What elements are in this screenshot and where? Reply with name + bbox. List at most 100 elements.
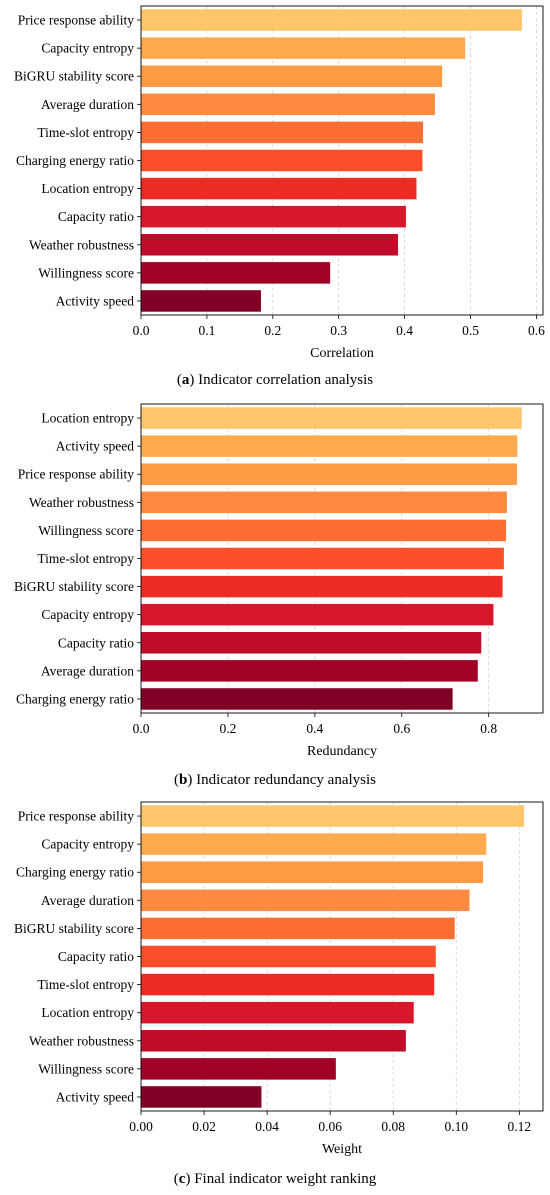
category-label: Time-slot entropy: [37, 977, 134, 992]
caption-text: Indicator correlation analysis: [198, 372, 374, 388]
caption-letter: a: [181, 372, 190, 388]
caption-weight: (c) Final indicator weight ranking: [173, 1171, 377, 1187]
caption-text: Final indicator weight ranking: [194, 1171, 377, 1187]
category-label: Location entropy: [41, 181, 134, 196]
x-tick-label: 0.4: [396, 323, 413, 338]
category-label: BiGRU stability score: [14, 579, 134, 594]
bar-time-slot-entropy: [141, 121, 424, 144]
bar-weather-robustness: [141, 1030, 406, 1052]
bar-capacity-entropy: [141, 603, 494, 626]
x-tick-label: 0.2: [264, 323, 281, 338]
bar-price-response-ability: [141, 463, 517, 485]
x-tick-label: 0.2: [219, 721, 236, 736]
x-tick-label: 0.0: [133, 323, 150, 338]
category-label: Weather robustness: [29, 237, 134, 252]
category-label: Capacity ratio: [58, 949, 134, 964]
bar-location-entropy: [141, 177, 417, 200]
category-label: Activity speed: [56, 1089, 135, 1104]
redundancy-chart: Location entropy Activity speed Price resp…: [14, 403, 544, 759]
bar-willingness-score: [141, 519, 507, 542]
caption-letter: c: [178, 1171, 186, 1187]
category-label: Capacity entropy: [41, 837, 134, 852]
x-tick-label: 0.1: [198, 323, 215, 338]
category-label: Average duration: [41, 97, 134, 112]
category-label: Capacity entropy: [41, 607, 134, 622]
bar-capacity-entropy: [141, 833, 487, 855]
bar-bigru-stability-score: [141, 917, 455, 940]
category-label: Price response ability: [18, 467, 134, 482]
bar-willingness-score: [141, 1058, 336, 1080]
bar-bigru-stability-score: [141, 575, 503, 598]
bar-capacity-ratio: [141, 632, 482, 654]
category-label: Average duration: [41, 663, 134, 678]
plot-frame: [140, 403, 544, 714]
caption-text: Indicator redundancy analysis: [196, 772, 377, 788]
x-tick-label: 0.6: [528, 323, 545, 338]
caption-correlation: (a) Indicator correlation analysis: [176, 372, 374, 388]
category-label: Time-slot entropy: [37, 551, 134, 566]
bar-average-duration: [141, 93, 435, 116]
category-label: Price response ability: [18, 13, 134, 28]
x-tick-label: 0.10: [444, 1119, 468, 1134]
bar-time-slot-entropy: [141, 547, 504, 570]
category-label: Charging energy ratio: [16, 691, 134, 706]
bar-activity-speed: [141, 290, 261, 312]
bar-bigru-stability-score: [141, 65, 443, 87]
plot-frame: [140, 801, 544, 1112]
bar-weather-robustness: [141, 234, 399, 256]
caption-redundancy: (b) Indicator redundancy analysis: [173, 772, 377, 788]
bar-capacity-ratio: [141, 205, 406, 228]
weight-chart: Price response ability Capacity entropy Ch…: [14, 801, 544, 1157]
panel-weight: Price response ability Capacity entropy Ch…: [0, 796, 550, 1195]
category-label: Willingness score: [38, 265, 134, 280]
category-label: BiGRU stability score: [14, 921, 134, 936]
x-axis-label: Weight: [322, 1142, 362, 1157]
x-tick-label: 0.3: [330, 323, 347, 338]
category-label: Charging energy ratio: [16, 865, 134, 880]
bar-weather-robustness: [141, 491, 507, 514]
x-tick-label: 0.5: [462, 323, 479, 338]
category-label: Time-slot entropy: [37, 125, 134, 140]
x-tick-label: 0.08: [381, 1119, 405, 1134]
bar-capacity-entropy: [141, 37, 466, 59]
category-label: Capacity ratio: [58, 209, 134, 224]
x-axis-label: Redundancy: [307, 744, 377, 759]
caption-letter: b: [178, 772, 188, 788]
x-tick-label: 0.0: [133, 721, 150, 736]
x-axis-label: Correlation: [310, 346, 374, 361]
bar-time-slot-entropy: [141, 973, 435, 996]
category-label: Capacity ratio: [58, 635, 134, 650]
bar-charging-energy-ratio: [141, 861, 484, 883]
bar-location-entropy: [141, 407, 522, 429]
category-label: Willingness score: [38, 523, 134, 538]
panel-redundancy: Location entropy Activity speed Price resp…: [0, 398, 550, 796]
category-label: Weather robustness: [29, 495, 134, 510]
x-tick-label: 0.04: [255, 1119, 279, 1134]
category-label: Average duration: [41, 893, 134, 908]
bar-willingness-score: [141, 262, 331, 284]
category-label: Location entropy: [41, 411, 134, 426]
x-tick-label: 0.8: [480, 721, 497, 736]
bar-price-response-ability: [141, 805, 525, 827]
x-tick-label: 0.12: [508, 1119, 532, 1134]
category-label: BiGRU stability score: [14, 69, 134, 84]
x-tick-label: 0.4: [306, 721, 323, 736]
bar-activity-speed: [141, 435, 518, 457]
category-label: Charging energy ratio: [16, 153, 134, 168]
bar-charging-energy-ratio: [141, 688, 453, 710]
bar-activity-speed: [141, 1086, 262, 1108]
x-tick-label: 0.6: [393, 721, 410, 736]
panel-correlation: Price response ability Capacity entropy Bi…: [0, 0, 550, 398]
bar-capacity-ratio: [141, 945, 436, 968]
bar-location-entropy: [141, 1001, 414, 1024]
bar-charging-energy-ratio: [141, 149, 423, 172]
bar-price-response-ability: [141, 9, 522, 31]
x-tick-label: 0.06: [318, 1119, 342, 1134]
bar-average-duration: [141, 660, 478, 682]
x-tick-label: 0.00: [129, 1119, 153, 1134]
category-label: Price response ability: [18, 809, 134, 824]
x-tick-label: 0.02: [192, 1119, 216, 1134]
category-label: Capacity entropy: [41, 41, 134, 56]
category-label: Activity speed: [56, 293, 135, 308]
bar-average-duration: [141, 889, 470, 912]
